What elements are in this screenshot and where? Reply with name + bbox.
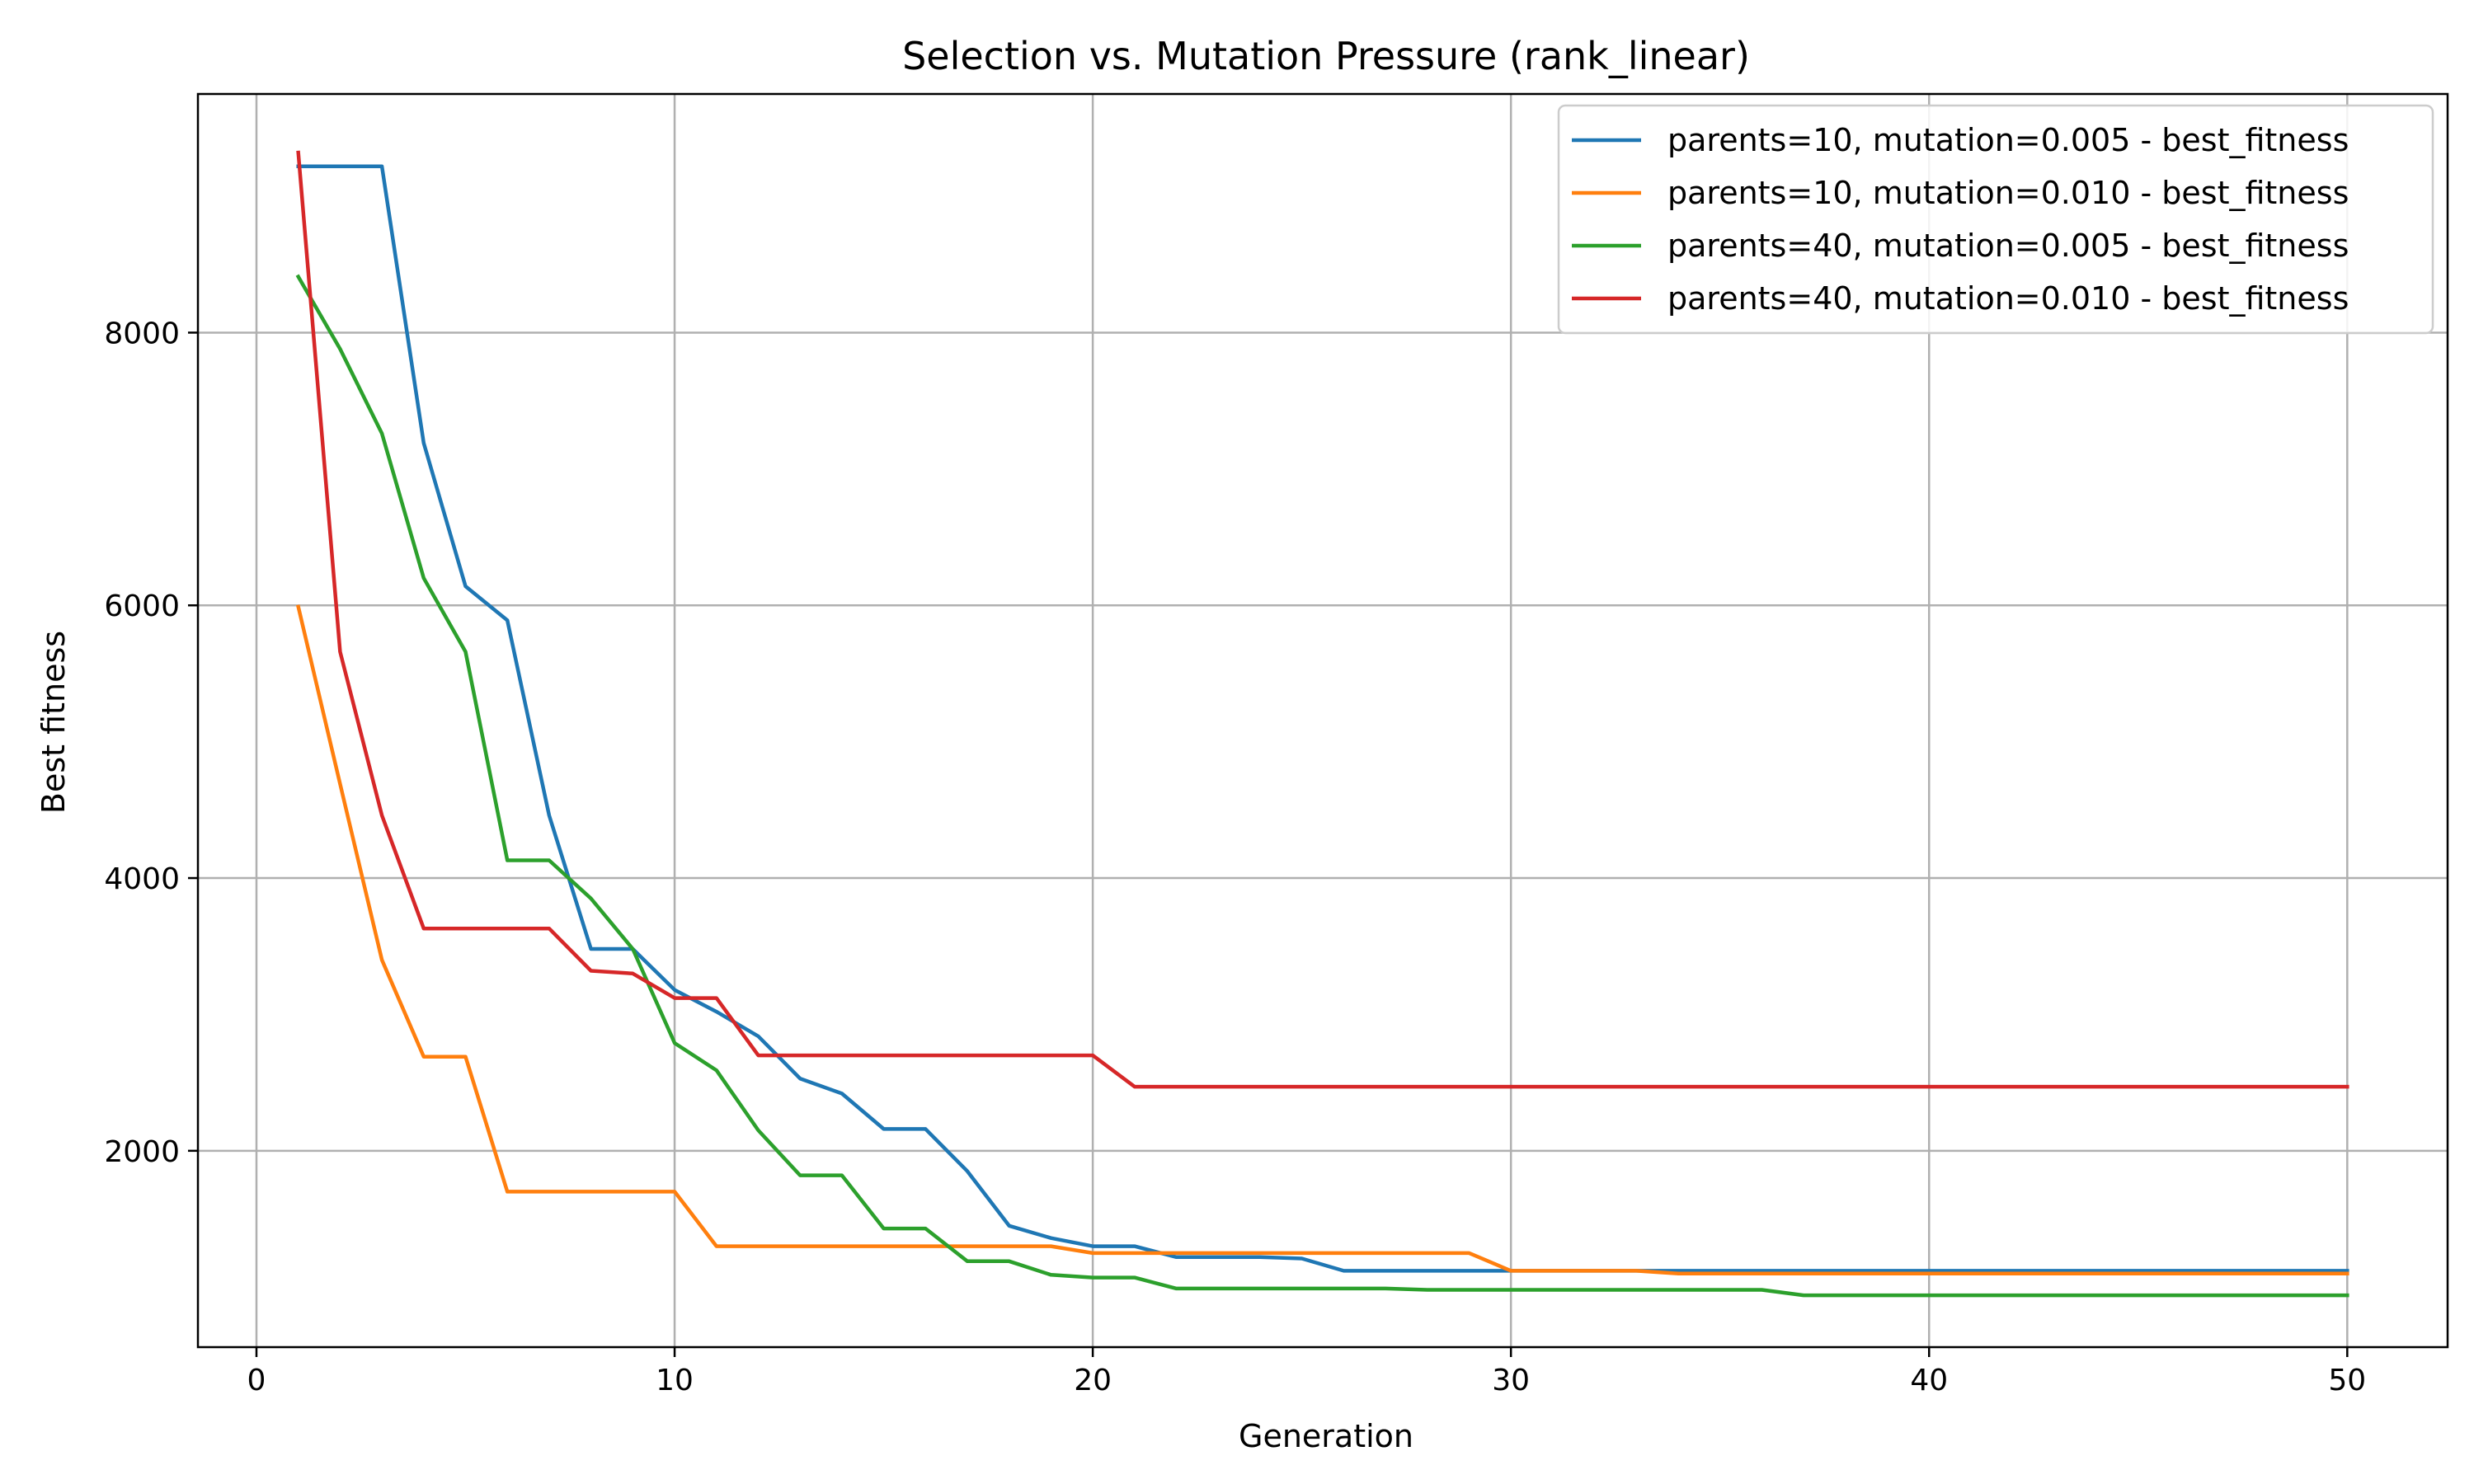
legend-entry-3: parents=40, mutation=0.005 - best_fitnes… xyxy=(1667,228,2349,264)
y-axis-ticks: 2000 4000 6000 8000 xyxy=(104,317,198,1169)
legend: parents=10, mutation=0.005 - best_fitnes… xyxy=(1557,104,2434,335)
x-axis-label: Generation xyxy=(1239,1418,1413,1454)
series-line-2 xyxy=(295,604,2349,1275)
x-axis-ticks: 0 10 20 30 40 50 xyxy=(247,1347,2366,1397)
y-tick-label: 6000 xyxy=(104,589,180,623)
legend-box xyxy=(1557,104,2434,335)
x-tick-label: 30 xyxy=(1492,1364,1530,1397)
series-line-4 xyxy=(296,150,2349,1089)
series-line-1 xyxy=(296,164,2349,1273)
y-tick-label: 4000 xyxy=(104,862,180,896)
y-tick-label: 8000 xyxy=(104,317,180,350)
y-axis-label: Best fitness xyxy=(35,631,72,814)
x-tick-label: 0 xyxy=(247,1364,266,1397)
y-tick-label: 2000 xyxy=(104,1135,180,1169)
chart-title: Selection vs. Mutation Pressure (rank_li… xyxy=(902,34,1750,78)
legend-entry-4: parents=40, mutation=0.010 - best_fitnes… xyxy=(1667,280,2349,317)
series-lines xyxy=(295,150,2349,1298)
x-tick-label: 20 xyxy=(1074,1364,1112,1397)
legend-entry-2: parents=10, mutation=0.010 - best_fitnes… xyxy=(1667,175,2349,211)
plot-area-frame xyxy=(196,92,2449,1349)
x-tick-label: 40 xyxy=(1910,1364,1948,1397)
legend-entry-1: parents=10, mutation=0.005 - best_fitnes… xyxy=(1667,122,2349,158)
x-tick-label: 10 xyxy=(656,1364,694,1397)
x-tick-label: 50 xyxy=(2328,1364,2366,1397)
series-line-3 xyxy=(295,274,2349,1298)
